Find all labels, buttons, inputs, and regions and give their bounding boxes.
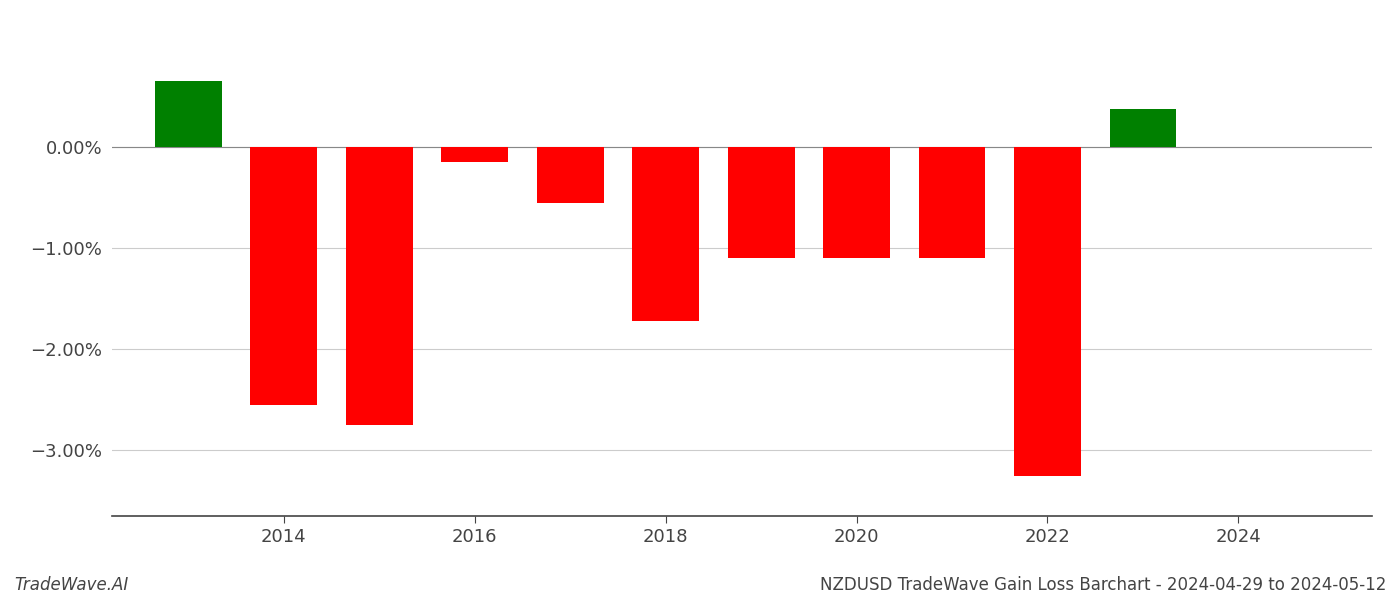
Bar [823,147,890,259]
Bar [346,147,413,425]
Text: NZDUSD TradeWave Gain Loss Barchart - 2024-04-29 to 2024-05-12: NZDUSD TradeWave Gain Loss Barchart - 20… [819,576,1386,594]
Bar [536,147,603,203]
Bar [441,147,508,163]
Bar [728,147,795,259]
Bar [155,82,221,147]
Bar [251,147,318,405]
Bar [1109,109,1176,147]
Bar [633,147,699,321]
Bar [918,147,986,259]
Text: TradeWave.AI: TradeWave.AI [14,576,129,594]
Bar [1014,147,1081,476]
